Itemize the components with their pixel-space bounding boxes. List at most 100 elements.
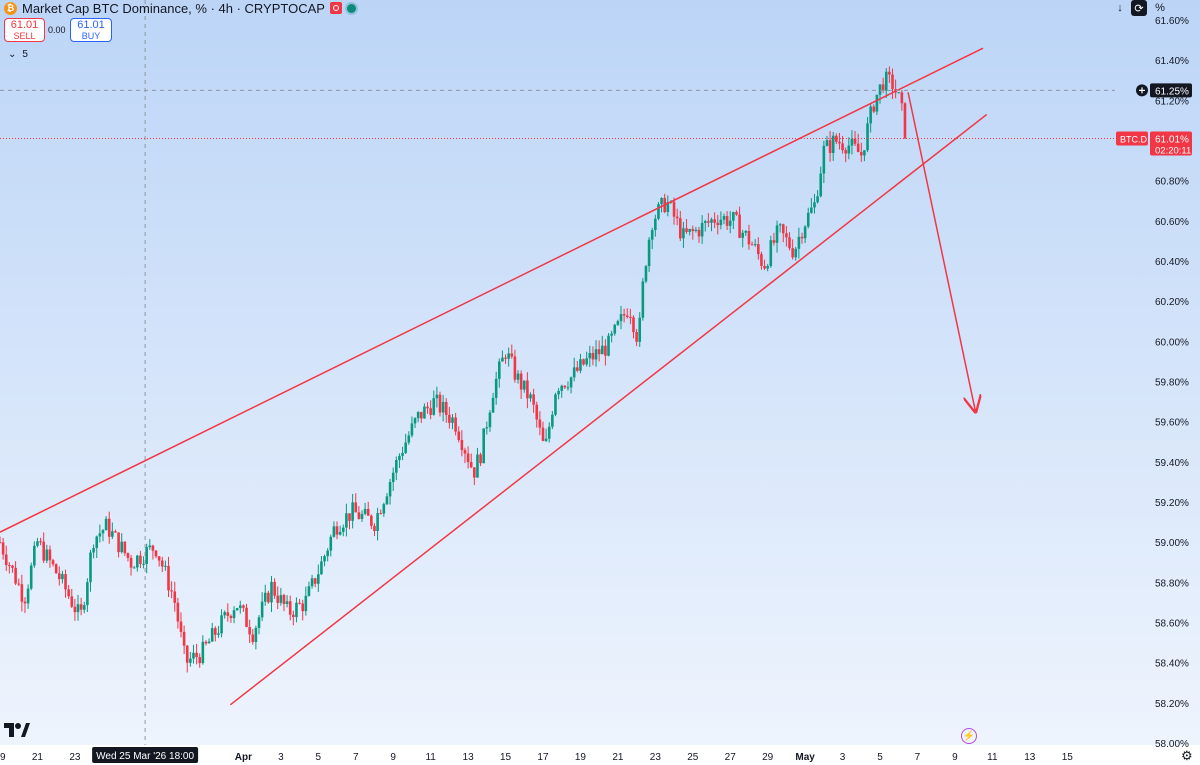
candle: [260, 592, 264, 622]
candle-body: [835, 135, 838, 142]
candle: [89, 549, 92, 592]
candle: [42, 532, 45, 564]
sell-label: SELL: [13, 31, 36, 41]
upper-trendline[interactable]: [0, 47, 984, 533]
candle-body: [654, 218, 657, 231]
buy-button[interactable]: 61.01 BUY: [70, 18, 112, 42]
candle: [170, 581, 173, 599]
candle-body: [385, 496, 389, 505]
candle-body: [741, 232, 745, 238]
candle: [423, 403, 426, 419]
candle: [613, 323, 617, 336]
candle: [335, 521, 339, 540]
candle: [678, 210, 682, 242]
tradingview-logo-icon[interactable]: [4, 721, 30, 744]
candle: [226, 603, 230, 622]
candle: [285, 595, 289, 608]
candle-body: [448, 414, 451, 423]
time-tick-label: 5: [877, 752, 883, 763]
candle-body: [42, 541, 45, 561]
candle: [522, 380, 526, 393]
candle: [741, 229, 745, 248]
candle-body: [176, 602, 180, 622]
candle-body: [600, 345, 604, 355]
candle: [351, 493, 354, 529]
lower-trendline[interactable]: [229, 113, 988, 706]
time-tick-label: 19: [575, 752, 587, 763]
time-tick-label: 7: [353, 752, 359, 763]
candle: [223, 610, 226, 619]
auto-scale-button[interactable]: ⟳: [1131, 0, 1147, 16]
candle-body: [891, 74, 894, 90]
candle-body: [529, 394, 532, 399]
candle: [370, 514, 373, 530]
arrow-down-icon: ↓: [1117, 2, 1123, 14]
candle: [419, 411, 423, 423]
candle: [145, 543, 148, 574]
lightning-icon[interactable]: ⚡: [961, 728, 977, 744]
drawings-layer[interactable]: [0, 0, 1115, 745]
candle: [201, 635, 205, 665]
candle: [875, 94, 879, 116]
price-tick-label: 59.20%: [1155, 498, 1189, 509]
gear-icon[interactable]: ⚙: [1181, 748, 1193, 763]
arrow-down-button[interactable]: ↓: [1112, 0, 1128, 16]
candle: [139, 550, 142, 569]
candle: [198, 653, 202, 668]
percent-scale-button[interactable]: %: [1152, 0, 1168, 16]
candle: [563, 385, 567, 389]
candle-body: [39, 541, 42, 543]
price-tick-label: 60.40%: [1155, 257, 1189, 268]
candle-body: [204, 641, 208, 644]
candle: [17, 578, 21, 586]
candle: [229, 614, 233, 623]
candle: [582, 358, 585, 366]
candle: [23, 597, 27, 613]
candle: [192, 644, 195, 664]
candle: [273, 578, 276, 599]
time-tick-label: 21: [32, 752, 44, 763]
candle-body: [95, 536, 99, 549]
candle-body: [61, 574, 64, 580]
candle-body: [622, 314, 626, 316]
candle-body: [57, 573, 61, 580]
sell-button[interactable]: 61.01 SELL: [4, 18, 45, 42]
candle-body: [688, 228, 691, 232]
time-tick-label: 3: [278, 752, 284, 763]
candle: [326, 548, 329, 562]
candle: [404, 433, 407, 455]
candle: [441, 395, 445, 422]
candle-body: [136, 555, 139, 568]
candle-body: [647, 239, 651, 267]
candle-body: [607, 335, 610, 356]
projection-arrow[interactable]: [907, 92, 975, 411]
candle-body: [267, 592, 270, 603]
candle: [485, 421, 489, 435]
symbol-title[interactable]: Market Cap BTC Dominance, % · 4h · CRYPT…: [22, 0, 325, 16]
candle-body: [485, 427, 489, 429]
candle-body: [863, 150, 866, 156]
candle-body: [76, 604, 80, 613]
candle: [897, 92, 901, 94]
candle: [276, 586, 280, 610]
candle: [313, 577, 317, 588]
candle: [513, 349, 517, 383]
time-tick-label: 7: [915, 752, 921, 763]
price-tick-label: 60.00%: [1155, 337, 1189, 348]
candle-body: [89, 552, 92, 583]
candle-body: [747, 231, 751, 245]
candle-body: [510, 353, 514, 357]
candle: [220, 609, 223, 638]
market-closed-icon[interactable]: [329, 2, 342, 14]
time-axis[interactable]: 192123252729Apr357911131517192123252729M…: [0, 747, 1073, 763]
live-status-icon[interactable]: [346, 3, 356, 13]
candle-body: [242, 605, 245, 608]
candle: [298, 598, 301, 605]
indicators-toggle[interactable]: ⌄ 5: [8, 49, 28, 60]
price-tick-label: 61.40%: [1155, 56, 1189, 67]
candle-body: [82, 605, 86, 610]
candle: [123, 541, 127, 556]
candle-body: [884, 71, 888, 91]
candle: [516, 370, 520, 384]
